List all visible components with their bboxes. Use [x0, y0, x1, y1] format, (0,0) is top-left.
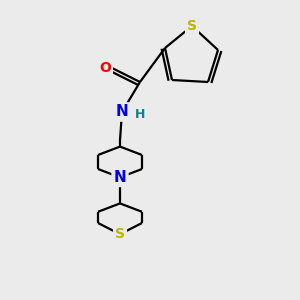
Text: H: H [135, 107, 145, 121]
Text: S: S [187, 19, 197, 33]
Text: S: S [115, 227, 125, 241]
Text: N: N [114, 170, 126, 185]
Text: O: O [99, 61, 111, 75]
Text: N: N [116, 104, 128, 119]
